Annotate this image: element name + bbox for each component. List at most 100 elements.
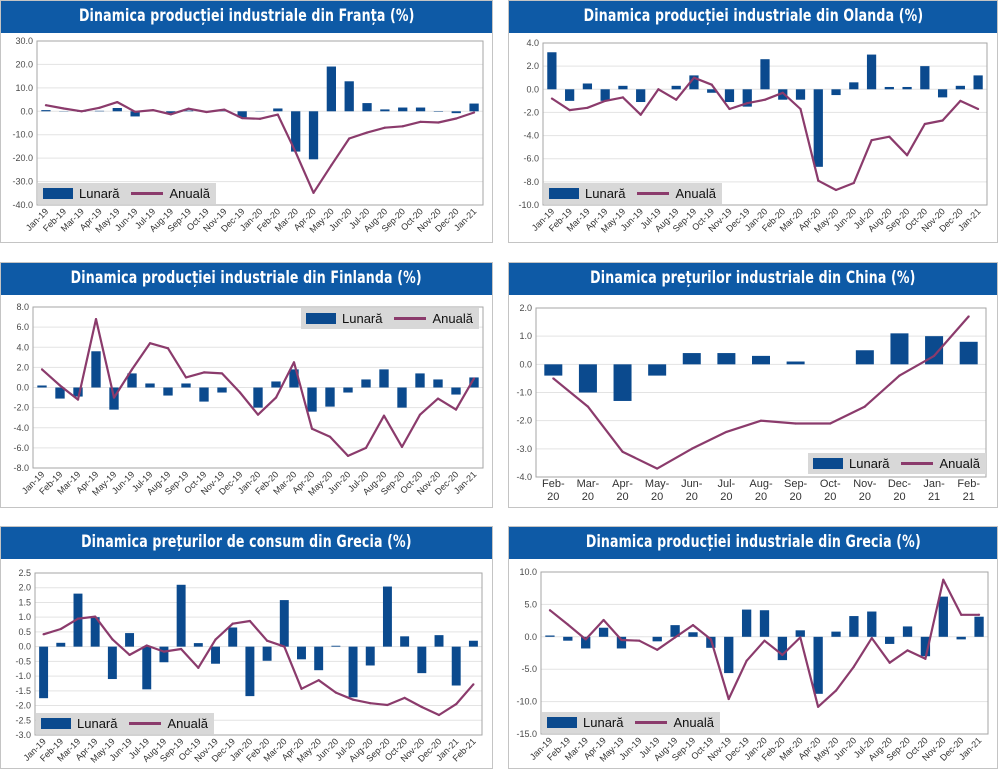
bar-monthly: [253, 387, 263, 408]
legend-line-swatch: [129, 722, 162, 725]
point-annual: [283, 645, 286, 648]
chart-title: Dinamica producției industriale din Grec…: [585, 532, 921, 552]
point-annual: [334, 691, 337, 694]
legend-label-annual: Anuală: [169, 186, 210, 201]
bar-monthly: [600, 89, 610, 101]
bar-monthly: [307, 387, 317, 412]
point-annual: [959, 99, 962, 102]
point-annual: [710, 83, 713, 86]
bar-monthly: [344, 81, 354, 112]
bar-monthly: [724, 89, 735, 103]
bar-monthly: [397, 387, 407, 408]
bar-monthly: [297, 646, 306, 660]
chart-panel-china-industrial-prices: 2.0 1.0 0.0 -1.0 -2.0 -3.0 -4.0 Dinamica prețu…: [508, 262, 998, 508]
plot-border: [542, 42, 988, 206]
chart-legend: Lunară Anuală: [544, 183, 722, 204]
point-annual: [472, 377, 476, 380]
bar-monthly: [545, 635, 555, 637]
y-tick-label: -8.0: [523, 177, 539, 187]
point-annual: [80, 110, 83, 113]
bar-monthly: [636, 89, 646, 103]
bar-monthly: [142, 646, 152, 690]
point-annual: [436, 397, 440, 400]
point-annual: [932, 354, 936, 357]
point-annual: [620, 638, 623, 642]
bar-monthly: [682, 353, 701, 365]
point-annual: [187, 107, 190, 110]
point-annual: [214, 638, 217, 641]
y-tick-label: 2.0: [519, 303, 532, 313]
bar-monthly: [469, 103, 479, 112]
bar-monthly: [795, 89, 806, 100]
bar-monthly: [759, 610, 770, 637]
bar-monthly: [37, 385, 47, 388]
point-annual: [746, 102, 749, 105]
legend-label-annual: Anuală: [939, 456, 980, 471]
y-tick-label: -6.0: [523, 154, 539, 164]
bar-monthly: [273, 108, 283, 112]
bar-monthly: [125, 633, 135, 647]
point-annual: [727, 697, 730, 701]
point-annual: [852, 665, 855, 668]
bar-monthly: [742, 89, 752, 107]
point-annual: [292, 361, 296, 364]
y-tick-label: 10.0: [519, 567, 537, 577]
point-annual: [145, 644, 148, 647]
x-tick-label: Apr- 20: [612, 478, 633, 503]
bar-monthly: [613, 364, 632, 401]
point-annual: [763, 98, 767, 101]
point-annual: [602, 618, 605, 622]
bar-monthly: [974, 616, 984, 637]
point-annual: [586, 405, 590, 408]
point-annual: [817, 179, 820, 182]
bar-monthly: [433, 379, 443, 388]
point-annual: [116, 101, 119, 104]
point-annual: [709, 638, 712, 641]
y-tick-label: -4.0: [13, 423, 29, 433]
bar-monthly: [314, 646, 324, 671]
bar-monthly: [193, 643, 203, 647]
point-annual: [300, 687, 303, 690]
point-annual: [276, 113, 279, 116]
bar-monthly: [379, 369, 389, 388]
bar-monthly: [937, 89, 948, 98]
y-tick-label: -3.0: [15, 730, 31, 740]
chart-title: Dinamica producției industriale din Finl…: [70, 268, 423, 288]
bar-monthly: [262, 646, 272, 661]
y-tick-label: 10.0: [15, 83, 33, 93]
bar-monthly: [618, 85, 628, 90]
y-tick-label: -3.0: [516, 444, 532, 454]
point-annual: [258, 117, 262, 120]
point-annual: [834, 689, 838, 692]
legend-line-swatch: [635, 721, 668, 724]
point-annual: [220, 372, 224, 375]
bar-monthly: [55, 387, 65, 399]
point-annual: [223, 108, 226, 111]
bar-monthly: [938, 596, 948, 637]
y-tick-label: 0.0: [519, 359, 532, 369]
x-tick-label: May- 20: [644, 478, 670, 503]
point-annual: [745, 659, 748, 662]
point-annual: [58, 384, 62, 387]
legend-label-monthly: Lunară: [77, 716, 118, 731]
point-annual: [419, 120, 422, 123]
bar-monthly: [159, 646, 169, 663]
point-annual: [437, 713, 441, 717]
bar-monthly: [289, 369, 299, 388]
y-tick-label: 1.0: [519, 331, 532, 341]
bar-monthly: [112, 108, 122, 112]
point-annual: [639, 113, 642, 116]
bar-monthly: [563, 636, 573, 641]
bar-monthly: [902, 626, 913, 637]
chart-svg: 4.02.00.0-2.0-4.0-6.0-8.0-10.0Jan-19Feb-…: [518, 38, 988, 235]
bar-monthly: [582, 83, 593, 90]
point-annual: [310, 427, 314, 430]
point-annual: [265, 639, 269, 642]
bar-monthly: [434, 635, 444, 647]
point-annual: [98, 106, 101, 109]
bar-monthly: [741, 609, 752, 637]
point-annual: [348, 137, 351, 140]
point-annual: [238, 391, 242, 394]
point-annual: [657, 88, 660, 91]
point-annual: [898, 374, 901, 377]
